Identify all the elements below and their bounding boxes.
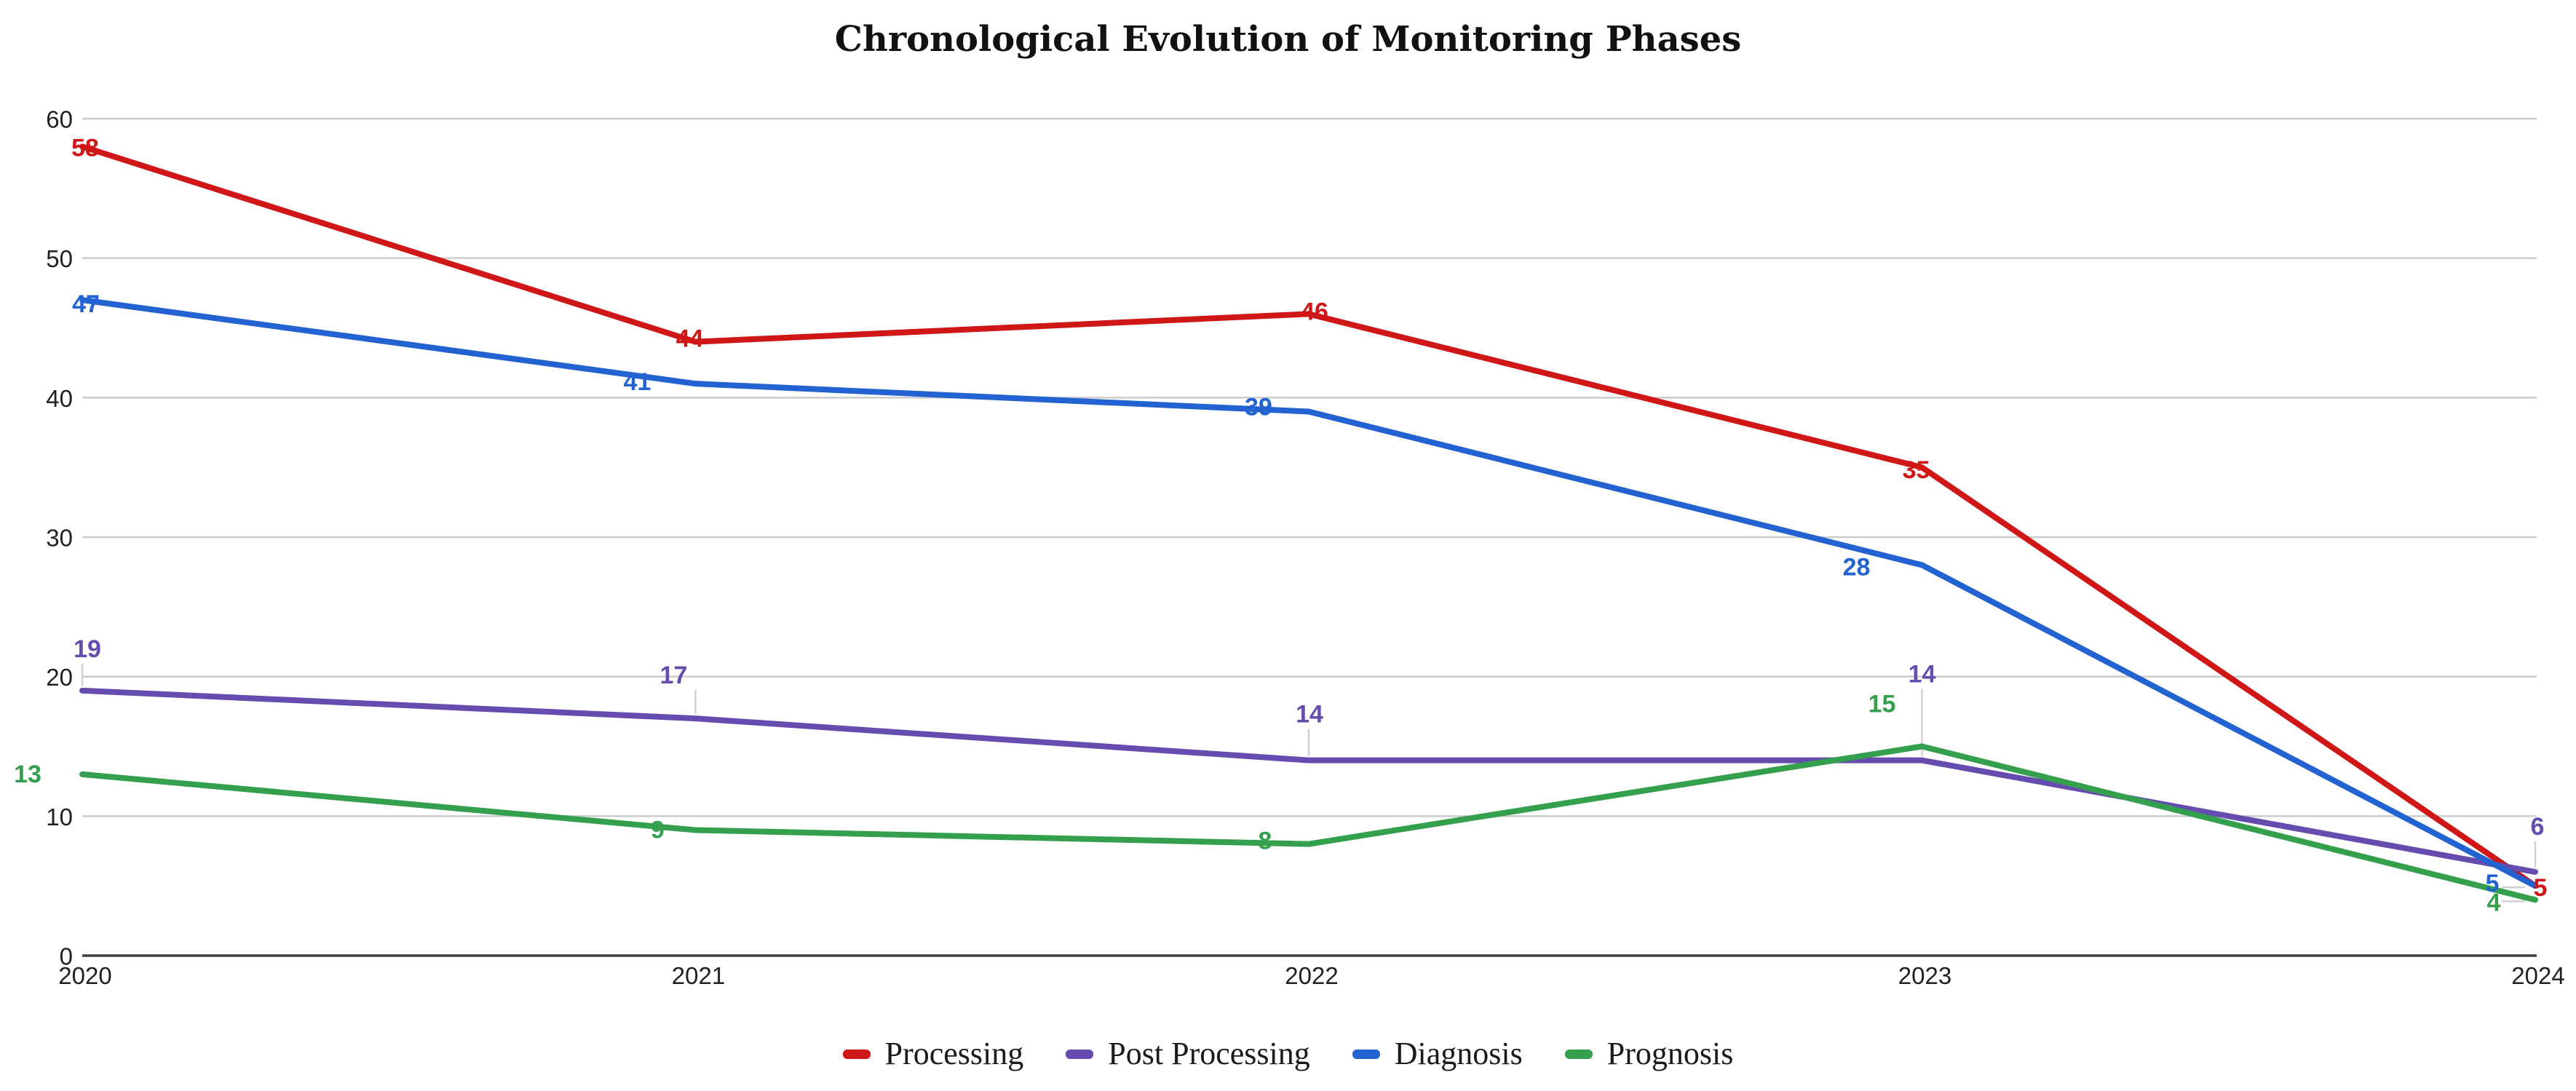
legend-item-post-processing[interactable]: Post Processing (1066, 1031, 1310, 1077)
y-tick-label: 30 (46, 525, 73, 552)
y-tick-label: 50 (46, 245, 73, 272)
x-tick-label: 2020 (58, 962, 111, 989)
data-label: 58 (71, 134, 99, 162)
legend-label: Processing (884, 1036, 1024, 1071)
legend-swatch-icon (842, 1049, 871, 1059)
y-tick-label: 0 (60, 943, 73, 970)
x-tick-label: 2021 (672, 962, 725, 989)
chart-title: Chronological Evolution of Monitoring Ph… (834, 19, 1742, 60)
legend: Processing Post Processing Diagnosis Progno… (0, 1031, 2576, 1077)
legend-item-prognosis[interactable]: Prognosis (1564, 1031, 1734, 1077)
data-label: 15 (1868, 691, 1896, 718)
data-label: 9 (651, 817, 665, 844)
y-tick-label: 10 (46, 804, 73, 830)
y-tick-label: 40 (46, 385, 73, 412)
data-label: 39 (1245, 394, 1272, 421)
data-label: 19 (74, 635, 101, 663)
legend-item-processing[interactable]: Processing (842, 1031, 1024, 1077)
data-label: 5 (2486, 870, 2500, 897)
data-label: 44 (676, 325, 704, 353)
x-tick-label: 2022 (1285, 962, 1338, 989)
y-tick-label: 60 (46, 106, 73, 133)
x-tick-label: 2024 (2511, 962, 2564, 989)
y-tick-label: 20 (46, 664, 73, 691)
series-line-processing (79, 143, 2538, 889)
data-label: 47 (72, 290, 100, 318)
legend-swatch-icon (1066, 1049, 1094, 1059)
legend-item-diagnosis[interactable]: Diagnosis (1352, 1031, 1523, 1077)
legend-swatch-icon (1564, 1049, 1593, 1059)
legend-label: Post Processing (1108, 1036, 1310, 1071)
data-label: 4 (2487, 889, 2501, 916)
x-tick-label: 2023 (1898, 962, 1951, 989)
data-label: 14 (1296, 701, 1323, 729)
legend-swatch-icon (1352, 1049, 1380, 1059)
legend-label: Prognosis (1606, 1036, 1734, 1071)
legend-label: Diagnosis (1394, 1036, 1523, 1071)
data-label: 46 (1301, 298, 1328, 325)
series-line-prognosis (79, 743, 2538, 903)
data-label: 5 (2534, 874, 2548, 902)
data-label: 14 (1909, 661, 1936, 689)
series-line-diagnosis (79, 297, 2538, 889)
data-label: 35 (1903, 456, 1930, 484)
data-label: 41 (624, 368, 651, 396)
data-label: 17 (660, 662, 688, 689)
data-label: 13 (14, 761, 41, 788)
data-label: 8 (1259, 828, 1272, 855)
data-label: 28 (1843, 553, 1871, 581)
data-label: 6 (2531, 813, 2545, 841)
